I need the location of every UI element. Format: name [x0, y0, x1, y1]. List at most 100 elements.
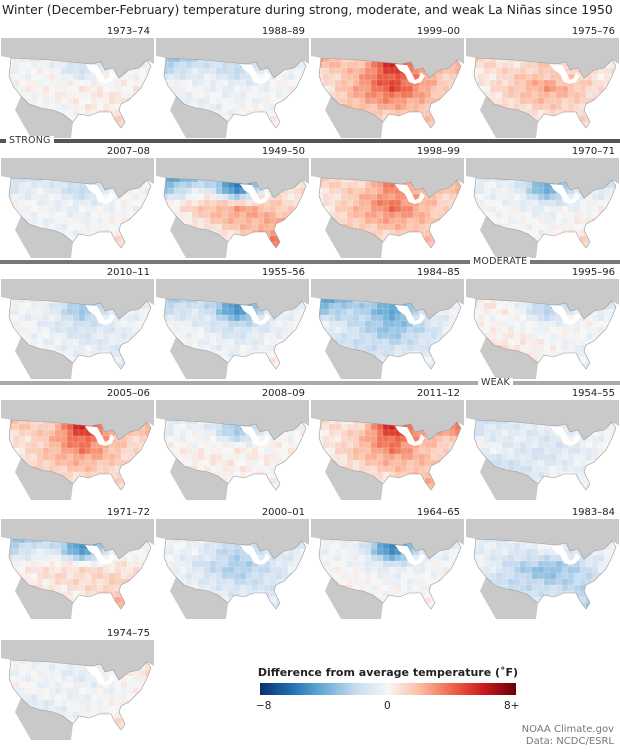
- map-panel: 2011–12: [311, 388, 464, 500]
- climate-division-cell: [477, 308, 485, 316]
- climate-division-cell: [281, 85, 289, 93]
- climate-division-cell: [382, 73, 390, 81]
- climate-division-cell: [376, 465, 384, 473]
- climate-division-cell: [233, 223, 241, 231]
- climate-division-cell: [430, 205, 438, 213]
- panel-year-label: 1949–50: [261, 146, 305, 157]
- climate-division-cell: [340, 73, 348, 81]
- climate-division-cell: [72, 205, 80, 213]
- climate-division-cell: [96, 344, 104, 352]
- climate-division-cell: [507, 193, 515, 201]
- climate-division-cell: [525, 338, 533, 346]
- climate-division-cell: [507, 61, 515, 69]
- climate-division-cell: [167, 441, 175, 449]
- climate-division-cell: [239, 314, 247, 322]
- climate-division-cell: [203, 199, 211, 207]
- climate-division-cell: [12, 73, 20, 81]
- climate-division-cell: [334, 314, 342, 322]
- climate-division-cell: [537, 199, 545, 207]
- climate-division-cell: [138, 435, 146, 443]
- climate-division-cell: [364, 211, 372, 219]
- climate-division-cell: [12, 181, 20, 189]
- climate-division-cell: [388, 199, 396, 207]
- climate-division-cell: [555, 338, 563, 346]
- climate-division-cell: [251, 223, 259, 231]
- climate-division-cell: [334, 441, 342, 449]
- climate-division-cell: [495, 79, 503, 87]
- climate-division-cell: [173, 447, 181, 455]
- climate-division-cell: [96, 103, 104, 111]
- climate-division-cell: [36, 429, 44, 437]
- us-outline: [8, 177, 152, 249]
- map-title: Winter (December-February) temperature d…: [2, 2, 613, 17]
- climate-division-cell: [364, 217, 372, 225]
- climate-division-cell: [489, 73, 497, 81]
- climate-division-cell: [400, 223, 408, 231]
- climate-division-cell: [42, 326, 50, 334]
- climate-division-cell: [120, 453, 128, 461]
- climate-division-cell: [561, 97, 569, 105]
- climate-division-cell: [197, 302, 205, 310]
- great-lakes: [395, 184, 425, 204]
- climate-division-cell: [573, 326, 581, 334]
- climate-division-cell: [543, 97, 551, 105]
- climate-division-cell: [567, 326, 575, 334]
- climate-division-cell: [388, 205, 396, 213]
- climate-division-cell: [525, 205, 533, 213]
- climate-division-cell: [388, 459, 396, 467]
- climate-division-cell: [364, 308, 372, 316]
- climate-division-cell: [179, 67, 187, 75]
- climate-division-cell: [495, 308, 503, 316]
- climate-division-cell: [573, 91, 581, 99]
- climate-division-cell: [167, 61, 175, 69]
- climate-division-cell: [519, 338, 527, 346]
- climate-division-cell: [501, 79, 509, 87]
- climate-division-cell: [364, 199, 372, 207]
- climate-division-cell: [239, 199, 247, 207]
- climate-division-cell: [84, 326, 92, 334]
- climate-division-cell: [221, 447, 229, 455]
- climate-division-cell: [340, 423, 348, 431]
- climate-division-cell: [54, 223, 62, 231]
- climate-division-cell: [42, 332, 50, 340]
- climate-division-cell: [376, 308, 384, 316]
- climate-division-cell: [30, 459, 38, 467]
- climate-division-cell: [400, 85, 408, 93]
- climate-division-cell: [340, 211, 348, 219]
- canada-landmass: [311, 279, 464, 319]
- climate-division-cell: [36, 85, 44, 93]
- climate-division-cell: [108, 103, 116, 111]
- climate-division-cell: [573, 332, 581, 340]
- climate-division-cell: [585, 91, 593, 99]
- climate-division-cell: [90, 320, 98, 328]
- climate-division-cell: [495, 193, 503, 201]
- climate-division-cell: [48, 447, 56, 455]
- climate-division-cell: [138, 73, 146, 81]
- us-outline: [163, 298, 307, 370]
- climate-division-cell: [531, 97, 539, 105]
- climate-division-cell: [233, 314, 241, 322]
- climate-division-cell: [436, 199, 444, 207]
- climate-division-cell: [227, 459, 235, 467]
- climate-division-cell: [42, 314, 50, 322]
- us-outline: [318, 298, 462, 370]
- climate-division-cell: [525, 320, 533, 328]
- climate-division-cell: [531, 91, 539, 99]
- climate-division-cell: [66, 85, 74, 93]
- climate-division-cell: [233, 332, 241, 340]
- climate-division-cell: [42, 79, 50, 87]
- climate-division-cell: [549, 103, 557, 111]
- climate-division-cell: [179, 435, 187, 443]
- climate-division-cell: [358, 332, 366, 340]
- climate-division-cell: [579, 217, 587, 225]
- climate-division-cell: [78, 97, 86, 105]
- climate-division-cell: [501, 193, 509, 201]
- us-temperature-map: [156, 400, 309, 500]
- climate-division-cell: [18, 302, 26, 310]
- climate-division-cell: [328, 181, 336, 189]
- climate-division-cell: [376, 103, 384, 111]
- climate-division-cell: [72, 344, 80, 352]
- climate-division-cell: [42, 435, 50, 443]
- climate-division-cell: [96, 217, 104, 225]
- climate-division-cell: [48, 435, 56, 443]
